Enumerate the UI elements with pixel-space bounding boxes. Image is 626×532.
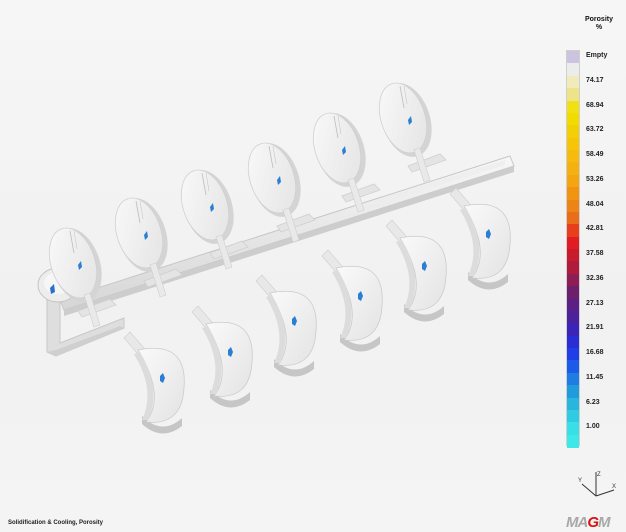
lower-casting — [123, 331, 185, 434]
axis-x-label: X — [612, 484, 616, 490]
legend-tick-label: 27.13 — [586, 299, 604, 307]
legend-swatch — [567, 249, 579, 262]
upper-casting — [114, 197, 183, 298]
lower-casting — [385, 219, 447, 322]
legend-swatch — [567, 434, 579, 448]
logo-highlight: G — [587, 514, 599, 531]
legend-title-line2: % — [595, 24, 603, 31]
legend-swatch — [567, 261, 579, 275]
upper-casting — [312, 112, 381, 213]
legend-swatch — [567, 75, 579, 89]
legend-swatch — [567, 372, 579, 386]
legend-tick-label: 48.04 — [586, 200, 604, 208]
legend-swatch — [567, 409, 579, 423]
legend-swatch — [567, 137, 579, 151]
porosity-color-scale — [566, 50, 580, 448]
legend-swatch — [567, 100, 579, 114]
legend-swatch — [567, 236, 579, 250]
legend-swatch — [567, 88, 579, 101]
legend-swatch — [567, 298, 579, 312]
lower-casting — [321, 249, 383, 352]
lower-casting — [191, 305, 253, 408]
legend-swatch — [567, 150, 579, 163]
legend-tick-label: 16.68 — [586, 349, 604, 357]
legend-swatch — [567, 224, 579, 238]
upper-casting — [48, 227, 117, 328]
legend-swatch — [567, 310, 579, 324]
legend-swatch — [567, 174, 579, 188]
legend-swatch — [567, 273, 579, 287]
legend-tick-label: 32.36 — [586, 274, 604, 282]
legend-swatch — [567, 323, 579, 337]
legend-swatch — [567, 125, 579, 139]
legend-swatch — [567, 286, 579, 299]
upper-casting — [180, 169, 249, 270]
logo-prefix: MA — [566, 514, 588, 531]
legend-swatch — [567, 112, 579, 126]
axis-y-label: Y — [578, 478, 582, 484]
legend-tick-label: Empty — [586, 52, 608, 60]
lower-casting — [255, 274, 317, 377]
upper-casting — [378, 82, 447, 183]
legend-tick-label: 37.58 — [586, 250, 604, 258]
magma-logo: MAGM — [566, 514, 610, 531]
legend-tick-label: 53.26 — [586, 175, 604, 183]
legend-swatch — [567, 199, 579, 213]
legend-title-line1: Porosity — [584, 16, 613, 23]
upper-casting — [247, 142, 316, 243]
legend-swatch — [567, 335, 579, 349]
legend-tick-label: 11.45 — [586, 373, 604, 381]
logo-suffix: M — [598, 514, 610, 531]
legend-swatch — [567, 187, 579, 200]
legend-tick-label: 58.49 — [586, 151, 604, 159]
legend-swatch — [567, 162, 579, 176]
legend-tick-label: 6.23 — [586, 398, 600, 406]
legend-swatch — [567, 51, 579, 64]
legend-tick-label: 63.72 — [586, 126, 604, 134]
result-type-label: Solidification & Cooling, Porosity — [8, 520, 104, 526]
legend-swatch — [567, 348, 579, 361]
legend-tick-label: 21.91 — [586, 324, 604, 332]
legend-tick-label: 68.94 — [586, 101, 604, 109]
legend-swatch — [567, 211, 579, 225]
legend-swatch — [567, 385, 579, 398]
axis-z-label: Z — [597, 472, 601, 478]
lower-casting — [449, 187, 511, 290]
legend-tick-label: 42.81 — [586, 225, 604, 233]
legend-swatch — [567, 360, 579, 374]
legend-swatch — [567, 422, 579, 436]
legend-tick-label: 1.00 — [586, 423, 600, 431]
legend-title: Porosity % — [582, 16, 616, 32]
axis-triad: Z X Y — [578, 472, 616, 497]
legend-swatch — [567, 397, 579, 411]
legend-tick-label: 74.17 — [586, 76, 604, 84]
legend-swatch — [567, 63, 579, 77]
